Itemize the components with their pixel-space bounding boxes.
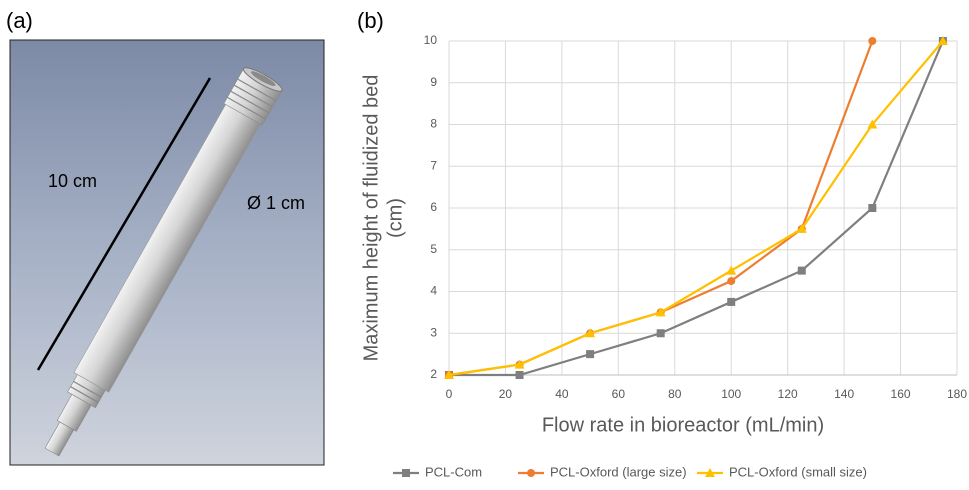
x-tick-label: 180 (947, 387, 967, 401)
length-label: 10 cm (48, 171, 97, 191)
y-tick-label: 6 (430, 200, 437, 214)
legend-label: PCL-Oxford (small size) (729, 464, 867, 479)
y-tick-label: 4 (430, 284, 437, 298)
marker (586, 350, 594, 358)
x-tick-label: 60 (612, 387, 626, 401)
x-tick-label: 100 (721, 387, 741, 401)
legend-marker (527, 469, 535, 477)
marker (657, 329, 665, 337)
x-tick-label: 20 (499, 387, 513, 401)
x-tick-label: 140 (834, 387, 854, 401)
marker (798, 267, 806, 275)
panel-label: (b) (357, 8, 384, 33)
legend-label: PCL-Com (425, 464, 482, 479)
x-tick-label: 80 (668, 387, 682, 401)
y-tick-label: 8 (430, 117, 437, 131)
marker (726, 266, 736, 275)
x-tick-label: 120 (778, 387, 798, 401)
marker (868, 37, 876, 45)
y-tick-label: 2 (430, 367, 437, 381)
marker (516, 371, 524, 379)
y-tick-label: 3 (430, 325, 437, 339)
y-tick-label: 9 (430, 75, 437, 89)
panel-label: (a) (6, 8, 33, 33)
marker (727, 277, 735, 285)
y-axis-label: Maximum height of fluidized bed (360, 75, 382, 362)
y-tick-label: 7 (430, 158, 437, 172)
legend-marker (402, 469, 410, 477)
y-tick-label: 5 (430, 242, 437, 256)
x-tick-label: 160 (891, 387, 911, 401)
marker (727, 298, 735, 306)
marker (868, 204, 876, 212)
x-tick-label: 0 (446, 387, 453, 401)
x-tick-label: 40 (555, 387, 569, 401)
diameter-label: Ø 1 cm (247, 193, 305, 213)
figure: (a) (b) 10 cm Ø 1 cm 2345678910020406080… (0, 0, 969, 485)
y-axis-label: (cm) (384, 198, 406, 238)
x-axis-label: Flow rate in bioreactor (mL/min) (542, 414, 824, 436)
legend-label: PCL-Oxford (large size) (550, 464, 687, 479)
y-tick-label: 10 (424, 33, 438, 47)
